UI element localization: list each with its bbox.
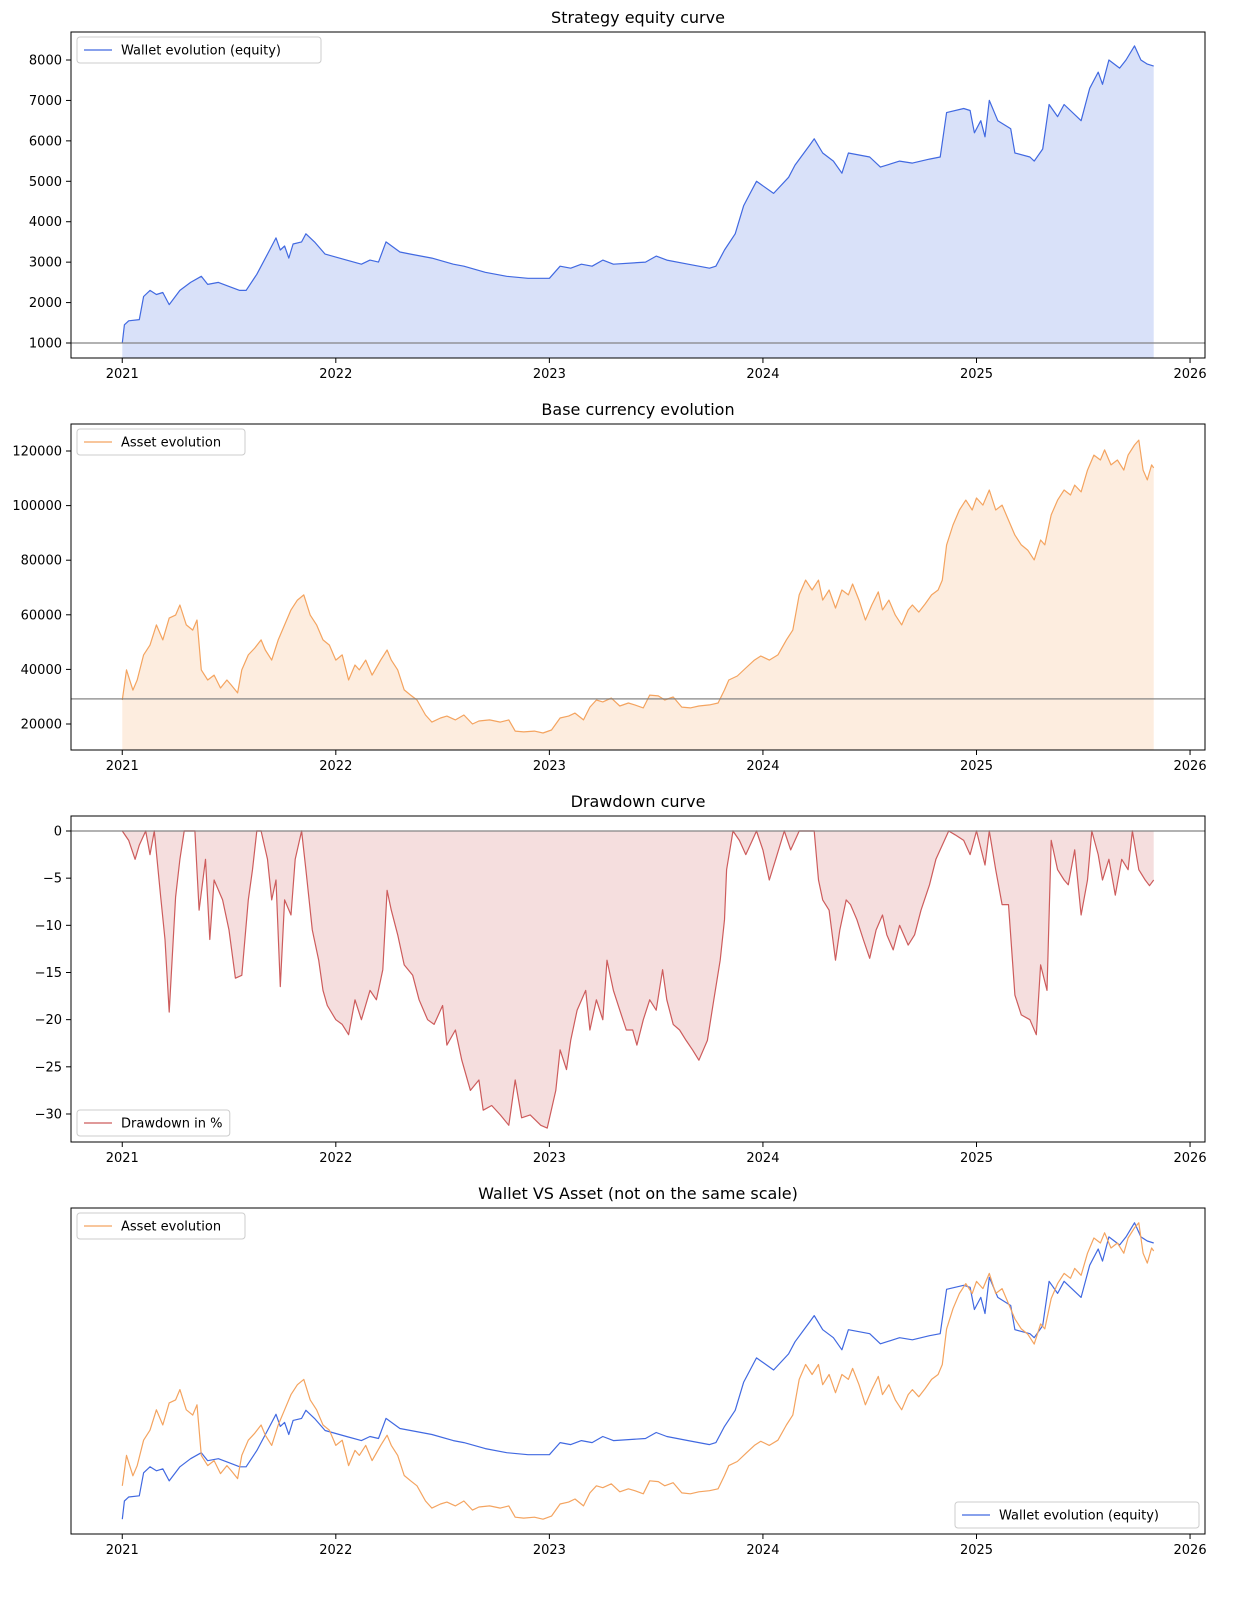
asset-fill bbox=[122, 440, 1154, 750]
plot-area bbox=[71, 45, 1205, 358]
x-tick-label: 2025 bbox=[960, 1543, 993, 1558]
equity-fill bbox=[122, 45, 1154, 358]
y-tick-label: 8000 bbox=[29, 54, 62, 69]
legend-label: Asset evolution bbox=[121, 436, 221, 451]
y-tick-label: −15 bbox=[35, 966, 62, 981]
axes-frame bbox=[70, 815, 1206, 1143]
x-tick-label: 2022 bbox=[319, 759, 352, 774]
y-tick-label: −25 bbox=[35, 1060, 62, 1075]
y-tick-label: 0 bbox=[54, 824, 62, 839]
plot-area bbox=[121, 1222, 1155, 1520]
legend-box bbox=[76, 428, 246, 456]
y-tick-label: 100000 bbox=[12, 499, 62, 514]
x-tick-label: 2022 bbox=[319, 1543, 352, 1558]
legend-box bbox=[76, 1212, 246, 1240]
y-tick-label: 60000 bbox=[21, 608, 62, 623]
subplot-3: Drawdown curve 2021 2022 2023 2024 2025 2026 −3… bbox=[35, 792, 1207, 1166]
y-tick-label: 120000 bbox=[12, 444, 62, 459]
chart-title: Strategy equity curve bbox=[551, 8, 725, 27]
y-tick-label: 3000 bbox=[29, 256, 62, 271]
legend-box bbox=[76, 1109, 231, 1137]
y-tick-label: 4000 bbox=[29, 215, 62, 230]
x-tick-label: 2022 bbox=[319, 367, 352, 382]
y-tick-label: 6000 bbox=[29, 134, 62, 149]
x-tick-label: 2022 bbox=[319, 1151, 352, 1166]
x-tick-label: 2023 bbox=[533, 367, 566, 382]
asset-compare-line bbox=[121, 1222, 1155, 1520]
legend-box bbox=[76, 36, 322, 64]
x-tick-label: 2021 bbox=[106, 1151, 139, 1166]
legend-box bbox=[954, 1501, 1200, 1529]
y-tick-label: 1000 bbox=[29, 337, 62, 352]
asset-line bbox=[121, 439, 1155, 734]
legend: Asset evolution bbox=[76, 428, 246, 456]
axes-frame bbox=[70, 1207, 1206, 1535]
chart-title: Drawdown curve bbox=[571, 792, 706, 811]
y-tick-label: 20000 bbox=[21, 717, 62, 732]
axes-frame bbox=[70, 31, 1206, 359]
y-tick-label: 2000 bbox=[29, 296, 62, 311]
x-tick-label: 2026 bbox=[1174, 759, 1207, 774]
wallet-compare-line bbox=[121, 1222, 1154, 1520]
y-tick-label: −30 bbox=[35, 1107, 62, 1122]
x-tick-label: 2026 bbox=[1174, 1151, 1207, 1166]
subplot-2: Base currency evolution 2021 2022 2023 2024 2… bbox=[12, 400, 1206, 774]
x-tick-label: 2021 bbox=[106, 759, 139, 774]
drawdown-fill bbox=[122, 830, 1154, 1129]
y-tick-label: 80000 bbox=[21, 554, 62, 569]
x-tick-label: 2023 bbox=[533, 1151, 566, 1166]
drawdown-line bbox=[121, 830, 1155, 1129]
legend-2: Wallet evolution (equity) bbox=[954, 1501, 1200, 1529]
subplot-1: Strategy equity curve 2021 2022 2023 2024 202… bbox=[29, 8, 1207, 382]
x-tick-label: 2025 bbox=[960, 759, 993, 774]
chart-title: Base currency evolution bbox=[541, 400, 734, 419]
chart-title: Wallet VS Asset (not on the same scale) bbox=[478, 1184, 798, 1203]
legend-label: Wallet evolution (equity) bbox=[999, 1509, 1159, 1524]
y-tick-label: 40000 bbox=[21, 663, 62, 678]
x-tick-label: 2024 bbox=[746, 759, 779, 774]
x-tick-label: 2021 bbox=[106, 1543, 139, 1558]
y-tick-label: −5 bbox=[43, 872, 62, 887]
x-tick-label: 2024 bbox=[746, 1151, 779, 1166]
legend-label: Asset evolution bbox=[121, 1220, 221, 1235]
x-tick-label: 2026 bbox=[1174, 367, 1207, 382]
x-tick-label: 2025 bbox=[960, 1151, 993, 1166]
legend: Drawdown in % bbox=[76, 1109, 231, 1137]
y-tick-label: −20 bbox=[35, 1013, 62, 1028]
x-tick-label: 2024 bbox=[746, 1543, 779, 1558]
y-tick-label: −10 bbox=[35, 919, 62, 934]
x-tick-label: 2023 bbox=[533, 1543, 566, 1558]
legend-1: Asset evolution bbox=[76, 1212, 246, 1240]
equity-line bbox=[121, 45, 1154, 344]
x-tick-label: 2021 bbox=[106, 367, 139, 382]
legend-label: Drawdown in % bbox=[121, 1117, 223, 1132]
y-tick-label: 7000 bbox=[29, 94, 62, 109]
x-tick-label: 2026 bbox=[1174, 1543, 1207, 1558]
axes-frame bbox=[70, 423, 1206, 751]
y-tick-label: 5000 bbox=[29, 175, 62, 190]
x-tick-label: 2023 bbox=[533, 759, 566, 774]
plot-area bbox=[71, 439, 1205, 750]
subplot-4: Wallet VS Asset (not on the same scale) 2… bbox=[70, 1184, 1207, 1558]
legend-label: Wallet evolution (equity) bbox=[121, 44, 281, 59]
plot-area bbox=[71, 830, 1205, 1129]
legend: Wallet evolution (equity) bbox=[76, 36, 322, 64]
x-tick-label: 2025 bbox=[960, 367, 993, 382]
x-tick-label: 2024 bbox=[746, 367, 779, 382]
